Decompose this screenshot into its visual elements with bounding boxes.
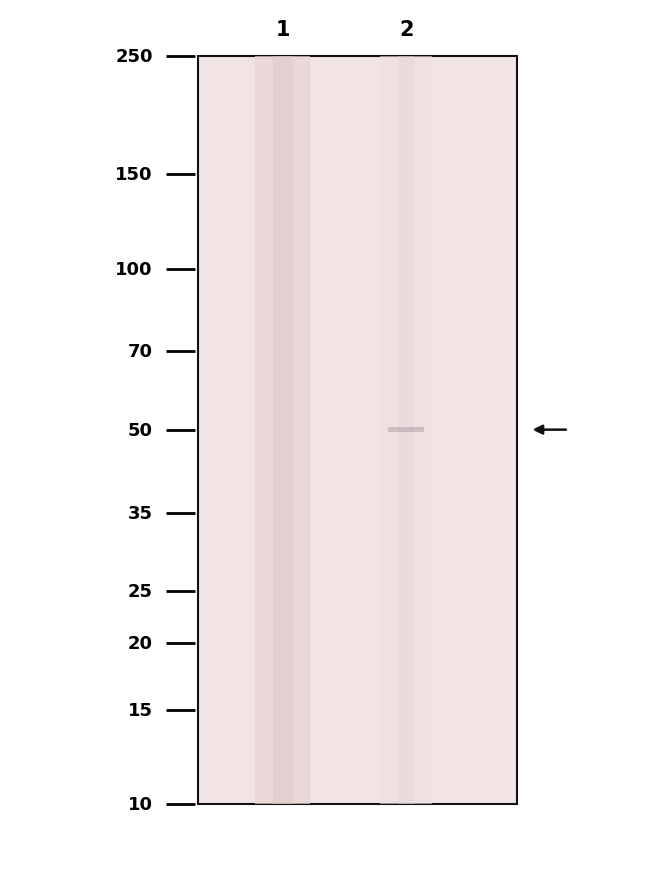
Bar — [255, 56, 311, 804]
Bar — [198, 56, 517, 804]
Text: 100: 100 — [115, 260, 153, 278]
Text: 25: 25 — [128, 582, 153, 600]
Bar — [273, 56, 292, 804]
Text: 70: 70 — [128, 343, 153, 361]
Text: 10: 10 — [128, 795, 153, 813]
Text: 50: 50 — [128, 421, 153, 439]
Text: 20: 20 — [128, 634, 153, 652]
Bar — [380, 56, 432, 804]
Text: 1: 1 — [276, 21, 290, 40]
Text: 150: 150 — [115, 166, 153, 184]
Text: 250: 250 — [115, 48, 153, 65]
Text: 15: 15 — [128, 700, 153, 719]
Text: 35: 35 — [128, 504, 153, 522]
Bar — [389, 428, 424, 433]
Bar — [398, 56, 415, 804]
Text: 2: 2 — [399, 21, 413, 40]
